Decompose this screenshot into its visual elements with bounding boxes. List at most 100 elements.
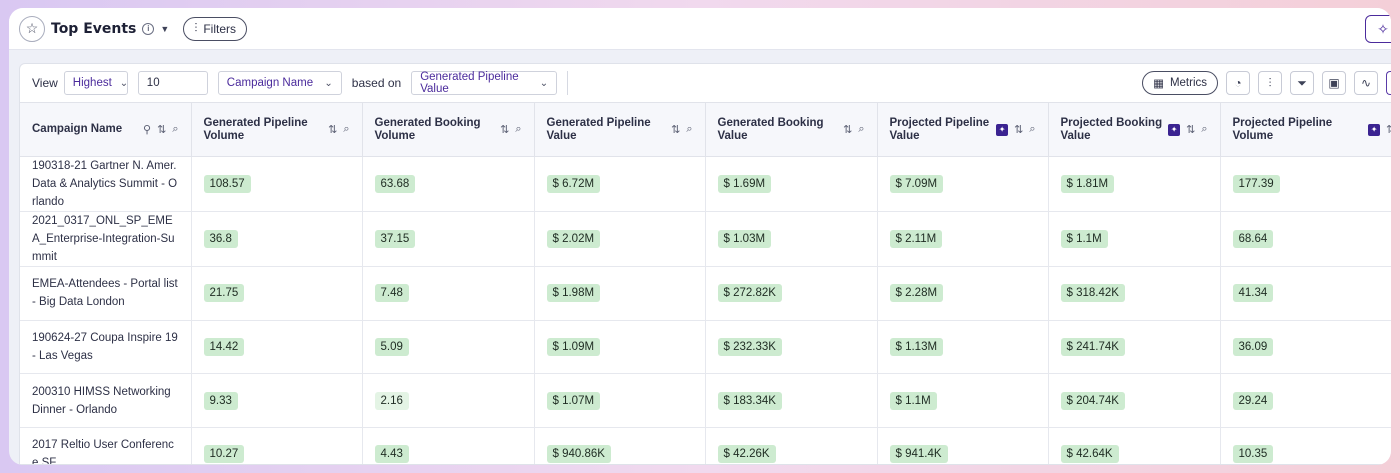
search-icon[interactable]: ⌕: [858, 123, 865, 135]
chevron-down-icon: ⌄: [324, 77, 333, 89]
info-icon[interactable]: i: [142, 22, 155, 35]
column-header[interactable]: Generated Booking Value ⇅ ⌕: [705, 102, 878, 157]
count-input[interactable]: 10: [137, 71, 208, 95]
column-header-label: Projected Pipeline Value: [889, 116, 990, 142]
column-header-actions: ⇅ ⌕: [671, 123, 692, 136]
metric-value-pill: $ 1.07M: [546, 391, 601, 410]
metric-value-pill: $ 2.28M: [889, 284, 944, 303]
metric-value-pill: $ 241.74K: [1060, 338, 1125, 357]
sort-icon[interactable]: ⇅: [157, 124, 167, 136]
chevron-down-icon: ⌄: [539, 77, 549, 89]
metrics-button[interactable]: ▦ Metrics: [1142, 71, 1218, 95]
sort-icon[interactable]: ⇅: [671, 124, 681, 136]
ai-projection-icon[interactable]: ✦: [996, 123, 1009, 136]
metric-value-pill: $ 1.81M: [1060, 175, 1115, 193]
metric-cell: $ 42.26K: [705, 427, 878, 464]
search-icon[interactable]: ⌕: [686, 123, 693, 135]
metric-value-pill: 36.09: [1232, 338, 1274, 357]
dimension-select[interactable]: Campaign Name ⌄: [217, 71, 342, 95]
column-header-label: Generated Booking Volume: [374, 116, 481, 142]
column-header[interactable]: Projected Pipeline Value ✦ ⇅ ⌕: [877, 102, 1049, 157]
title-dropdown-caret-icon[interactable]: ▼: [160, 23, 170, 34]
pie-chart-icon[interactable]: ◔: [1226, 71, 1250, 95]
metric-cell: $ 2.11M: [877, 211, 1049, 267]
events-table: Campaign Name ⚲ ⇅ ⌕ Generated Pipeline Volum…: [20, 102, 1391, 464]
table-row[interactable]: 2021_0317_ONL_SP_EMEA_Enterprise-Integra…: [20, 211, 1391, 267]
campaign-name-cell: 200310 HIMSS Networking Dinner - Orlando: [20, 373, 192, 429]
column-header[interactable]: Generated Booking Volume ⇅ ⌕: [362, 102, 535, 157]
pin-icon[interactable]: ⚲: [143, 124, 152, 136]
favorite-star-icon[interactable]: ☆: [19, 15, 45, 42]
metric-cell: 36.8: [191, 211, 363, 267]
sort-icon[interactable]: ⇅: [1014, 124, 1024, 136]
metric-value-pill: 36.8: [203, 230, 238, 248]
metric-cell: $ 7.09M: [877, 156, 1049, 212]
metric-cell: $ 940.86K: [534, 427, 706, 464]
table-row[interactable]: 190318-21 Gartner N. Amer. Data & Analyt…: [20, 156, 1391, 212]
top-bar: ☆ Top Events i ▼ ⫶ Filters ✧: [9, 8, 1391, 50]
column-header[interactable]: Projected Pipeline Volume✦⇅⌕: [1220, 102, 1391, 157]
ai-projection-icon[interactable]: ✦: [1368, 123, 1381, 136]
search-icon[interactable]: ⌕: [343, 123, 350, 135]
sort-icon[interactable]: ⇅: [500, 124, 510, 136]
filter-icon[interactable]: ⏷: [1290, 71, 1314, 95]
metric-cell: $ 1.81M: [1048, 156, 1221, 212]
search-icon[interactable]: ⌕: [1029, 123, 1036, 135]
chart-settings-icon[interactable]: ▣: [1322, 71, 1346, 95]
controls-bar: View Highest ⌄ 10 Campaign Name ⌄ based …: [20, 64, 1391, 102]
campaign-name-cell: 190318-21 Gartner N. Amer. Data & Analyt…: [20, 156, 192, 212]
sort-icon[interactable]: ⇅: [1386, 123, 1391, 136]
sort-order-select[interactable]: Highest ⌄: [63, 71, 128, 95]
toolbar: ▦ Metrics ◔ ⫶ ⏷ ▣ ∿: [1142, 71, 1391, 95]
metric-cell: 29.24: [1220, 373, 1391, 429]
metric-value-pill: $ 1.69M: [717, 175, 772, 193]
search-icon[interactable]: ⌕: [1201, 123, 1208, 135]
filters-button[interactable]: ⫶ Filters: [183, 16, 247, 41]
metric-value-pill: $ 2.02M: [546, 230, 601, 248]
column-header[interactable]: Projected Booking Value ✦ ⇅ ⌕: [1048, 102, 1221, 157]
metric-select[interactable]: Generated Pipeline Value ⌄: [411, 71, 558, 95]
ai-chat-icon[interactable]: ✧: [1365, 15, 1391, 43]
metric-value-pill: 68.64: [1232, 230, 1274, 248]
table-body: 190318-21 Gartner N. Amer. Data & Analyt…: [20, 156, 1391, 464]
column-header[interactable]: Campaign Name ⚲ ⇅ ⌕: [20, 102, 192, 157]
column-header-label: Generated Booking Value: [717, 116, 824, 142]
search-icon[interactable]: ⌕: [172, 123, 179, 135]
metric-cell: 9.33: [191, 373, 363, 429]
table-row[interactable]: 200310 HIMSS Networking Dinner - Orlando…: [20, 373, 1391, 429]
search-icon[interactable]: ⌕: [515, 123, 522, 135]
metric-cell: 108.57: [191, 156, 363, 212]
sort-icon[interactable]: ⇅: [1186, 124, 1196, 136]
metric-value-pill: $ 1.13M: [889, 338, 944, 357]
table-row[interactable]: 190624-27 Coupa Inspire 19 - Las Vegas 14…: [20, 320, 1391, 375]
table-header-row: Campaign Name ⚲ ⇅ ⌕ Generated Pipeline Volum…: [20, 102, 1391, 157]
metric-cell: $ 42.64K: [1048, 427, 1221, 464]
metric-value-pill: 177.39: [1232, 175, 1280, 193]
campaign-name-cell: 2021_0317_ONL_SP_EMEA_Enterprise-Integra…: [20, 211, 192, 267]
column-header[interactable]: Generated Pipeline Volume ⇅ ⌕: [191, 102, 363, 157]
column-header-actions: ✦ ⇅ ⌕: [1168, 123, 1208, 136]
metric-cell: $ 232.33K: [705, 320, 878, 375]
sort-icon[interactable]: ⇅: [328, 124, 338, 136]
metric-cell: $ 183.34K: [705, 373, 878, 429]
metric-value-pill: 63.68: [374, 175, 416, 193]
trend-line-icon[interactable]: ∿: [1354, 71, 1378, 95]
settings-sliders-icon[interactable]: ⫶: [1258, 71, 1282, 95]
metric-cell: 68.64: [1220, 211, 1391, 267]
ai-projection-icon[interactable]: ✦: [1168, 123, 1181, 136]
table-row[interactable]: EMEA-Attendees - Portal list - Big Data …: [20, 266, 1391, 321]
metric-value-pill: $ 6.72M: [546, 175, 601, 193]
metric-cell: $ 1.13M: [877, 320, 1049, 375]
metric-value-pill: 9.33: [203, 391, 238, 410]
column-header-actions: ⇅ ⌕: [328, 123, 349, 136]
sort-icon[interactable]: ⇅: [843, 124, 853, 136]
metric-cell: 2.16: [362, 373, 535, 429]
sliders-icon: ⫶: [194, 21, 198, 35]
more-tool-icon[interactable]: [1386, 71, 1391, 95]
metric-cell: $ 1.1M: [1048, 211, 1221, 267]
table-row[interactable]: 2017 Reltio User Conference SF 10.27 4.43 $…: [20, 427, 1391, 464]
column-header[interactable]: Generated Pipeline Value ⇅ ⌕: [534, 102, 706, 157]
metric-cell: 5.09: [362, 320, 535, 375]
metric-value-pill: $ 941.4K: [889, 445, 948, 464]
column-header-label: Campaign Name: [32, 123, 123, 135]
